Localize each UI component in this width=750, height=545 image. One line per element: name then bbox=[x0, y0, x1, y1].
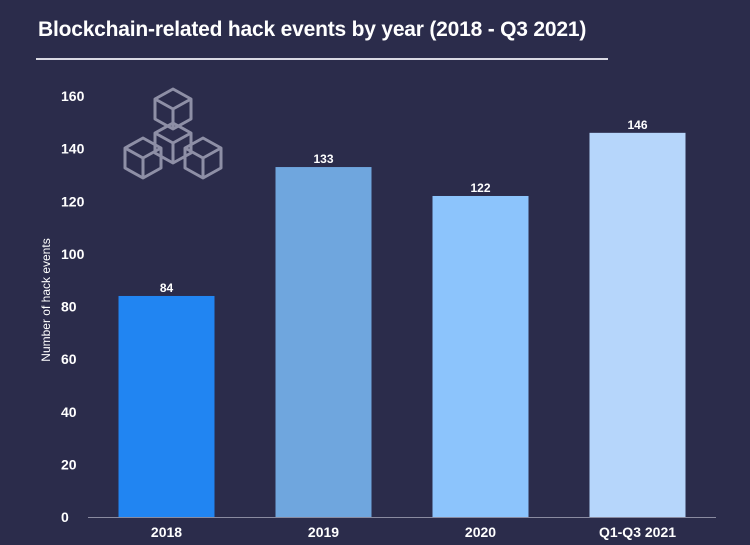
y-tick-label: 100 bbox=[61, 246, 85, 262]
y-tick-label: 120 bbox=[61, 193, 85, 209]
title-underline bbox=[36, 58, 608, 60]
blockchain-cubes-icon bbox=[123, 87, 223, 180]
y-tick-label: 0 bbox=[61, 509, 69, 525]
y-tick-label: 40 bbox=[61, 404, 77, 420]
y-tick-label: 60 bbox=[61, 351, 77, 367]
y-tick-label: 140 bbox=[61, 141, 85, 157]
chart-title: Blockchain-related hack events by year (… bbox=[38, 18, 587, 41]
y-tick-label: 160 bbox=[61, 88, 85, 104]
bar-2020 bbox=[432, 195, 529, 518]
bar-q1-q3-2021 bbox=[589, 132, 686, 517]
x-tick-label: 2018 bbox=[151, 524, 182, 540]
x-tick-label: Q1-Q3 2021 bbox=[599, 524, 676, 540]
bar-2018 bbox=[118, 295, 215, 517]
x-tick-label: 2019 bbox=[308, 524, 339, 540]
y-tick-label: 20 bbox=[61, 456, 77, 472]
data-label: 146 bbox=[627, 118, 647, 132]
data-label: 122 bbox=[470, 181, 490, 195]
y-tick-label: 80 bbox=[61, 299, 77, 315]
data-label: 133 bbox=[313, 152, 333, 166]
data-label: 84 bbox=[160, 281, 174, 295]
x-tick-label: 2020 bbox=[465, 524, 496, 540]
bar-2019 bbox=[275, 167, 372, 517]
